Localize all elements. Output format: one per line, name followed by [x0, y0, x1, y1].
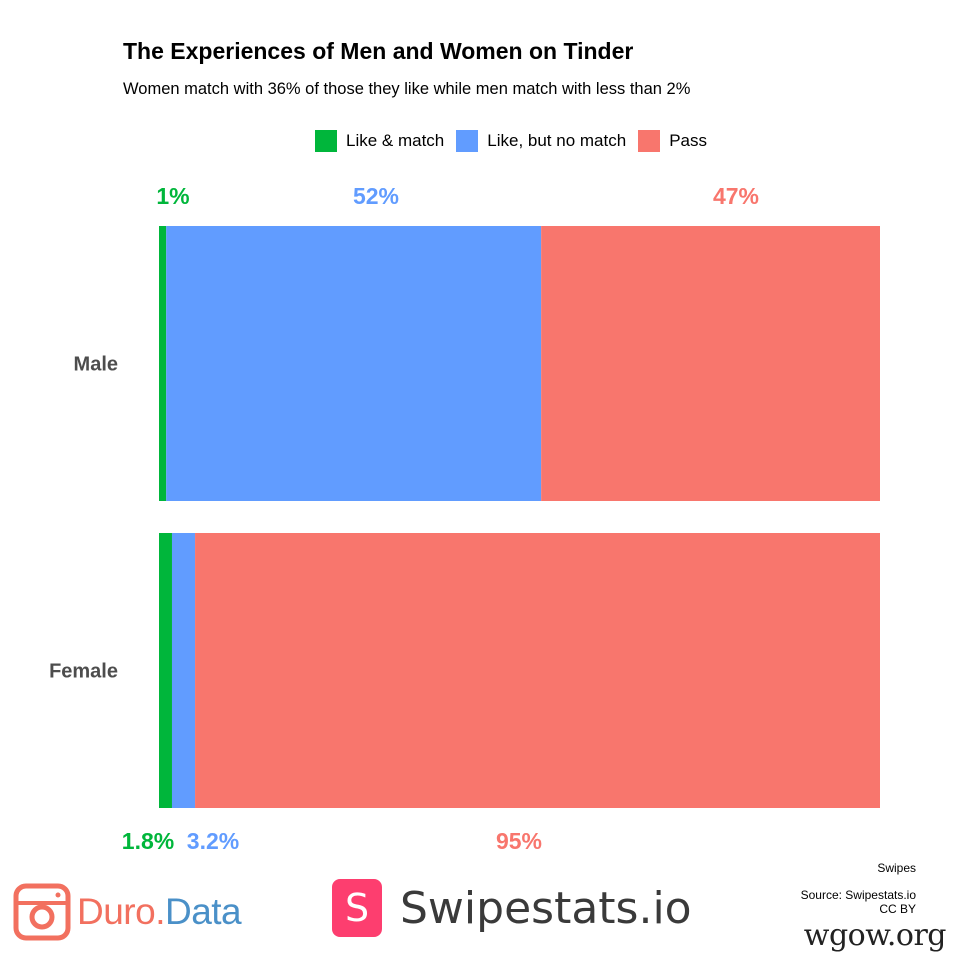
bar-segment-female-pass	[195, 533, 881, 808]
caption-license: CC BY	[879, 902, 916, 916]
legend-item-pass: Pass	[638, 130, 707, 152]
duro-data-logo: Duro.Data	[13, 883, 242, 941]
bar-segment-female-like-match	[159, 533, 172, 808]
duro-data-wordmark: Duro.Data	[77, 891, 242, 933]
caption-source: Source: Swipestats.io	[800, 888, 916, 902]
watermark: wgow.org	[803, 918, 947, 953]
caption-title: Swipes	[877, 861, 916, 875]
legend-label-like-match: Like & match	[346, 131, 445, 150]
data-label-female-pass: 95%	[496, 828, 542, 854]
data-label-male-pass: 47%	[713, 183, 759, 209]
swipestats-logo: S Swipestats.io	[332, 879, 692, 937]
category-label-female: Female	[49, 661, 118, 683]
duro-wordmark-part1: Duro	[77, 891, 156, 932]
data-label-male-like-match: 1%	[156, 183, 189, 209]
legend: Like & match Like, but no match Pass	[315, 130, 719, 152]
legend-label-like-no-match: Like, but no match	[487, 131, 627, 150]
legend-swatch-like-match	[315, 130, 337, 152]
legend-label-pass: Pass	[669, 131, 707, 150]
category-label-male: Male	[74, 354, 118, 376]
duro-wordmark-part2: Data	[164, 891, 242, 932]
legend-swatch-pass	[638, 130, 661, 152]
bar-segment-male-pass	[541, 226, 880, 501]
duro-wordmark-dot: .	[155, 891, 165, 932]
bar-segment-male-like-no-match	[166, 226, 542, 501]
bar-segment-male-like-match	[159, 226, 167, 501]
camera-icon	[13, 883, 71, 941]
legend-item-like-no-match: Like, but no match	[456, 130, 626, 152]
chart-title: The Experiences of Men and Women on Tind…	[123, 38, 634, 64]
bar-segment-female-like-no-match	[171, 533, 196, 808]
data-label-female-like-no-match: 3.2%	[187, 828, 239, 854]
legend-item-like-match: Like & match	[315, 130, 444, 152]
data-label-female-like-match: 1.8%	[122, 828, 174, 854]
data-label-male-like-no-match: 52%	[353, 183, 399, 209]
swipestats-badge-icon: S	[332, 879, 382, 937]
legend-swatch-like-no-match	[456, 130, 479, 152]
chart-subtitle: Women match with 36% of those they like …	[123, 80, 691, 98]
swipestats-wordmark: Swipestats.io	[400, 882, 692, 934]
